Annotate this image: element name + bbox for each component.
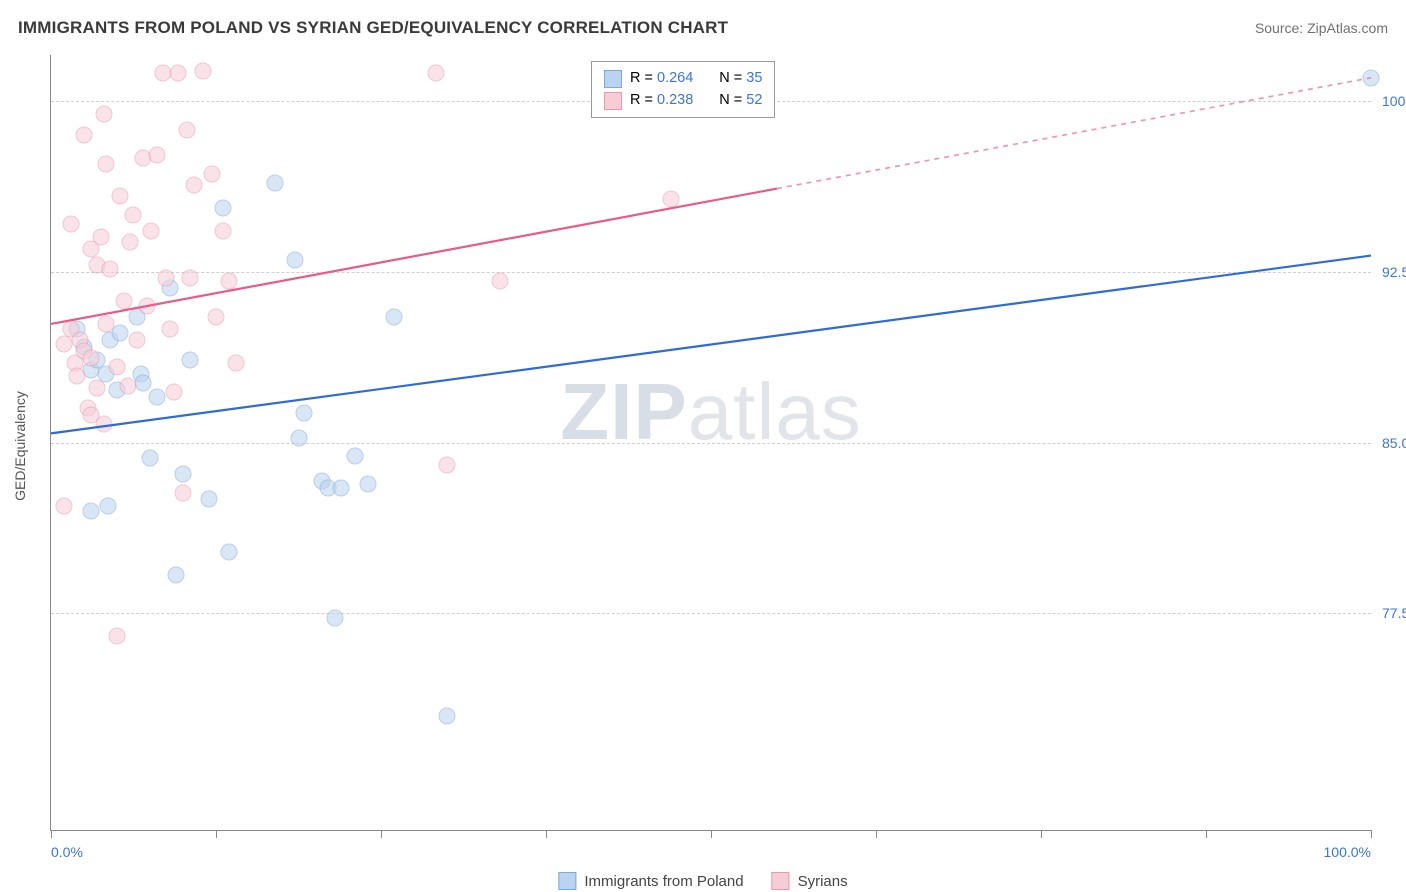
legend-r-label: R = 0.264: [630, 68, 693, 90]
x-tick-label: 100.0%: [1324, 844, 1371, 860]
y-tick-label: 85.0%: [1374, 435, 1406, 451]
correlation-legend: R = 0.264 N = 35 R = 0.238 N = 52: [591, 61, 775, 118]
legend-series-label: Syrians: [798, 873, 848, 890]
legend-r-label: R = 0.238: [630, 90, 693, 112]
chart-plot-area: ZIPatlas R = 0.264N = 35R = 0.238N = 52 …: [50, 55, 1371, 831]
y-tick-label: 100.0%: [1374, 93, 1406, 109]
legend-series-label: Immigrants from Poland: [584, 873, 743, 890]
series-legend: Immigrants from Poland Syrians: [558, 872, 847, 890]
x-tick: [876, 830, 877, 838]
legend-n-label: N = 52: [719, 90, 762, 112]
legend-swatch-icon: [558, 872, 576, 890]
x-tick: [711, 830, 712, 838]
legend-row: R = 0.238 N = 52: [604, 90, 762, 112]
chart-source: Source: ZipAtlas.com: [1255, 20, 1388, 36]
legend-row: R = 0.264 N = 35: [604, 68, 762, 90]
y-tick-label: 77.5%: [1374, 605, 1406, 621]
legend-swatch-icon: [772, 872, 790, 890]
legend-swatch-icon: [604, 92, 622, 110]
y-tick-label: 92.5%: [1374, 264, 1406, 280]
legend-swatch-icon: [604, 70, 622, 88]
chart-title: IMMIGRANTS FROM POLAND VS SYRIAN GED/EQU…: [18, 18, 728, 38]
x-tick: [216, 830, 217, 838]
trend-lines: [51, 55, 1371, 830]
x-tick: [1206, 830, 1207, 838]
x-tick: [51, 830, 52, 838]
x-tick-label: 0.0%: [51, 844, 83, 860]
legend-n-label: N = 35: [719, 68, 762, 90]
x-tick: [381, 830, 382, 838]
x-tick: [1041, 830, 1042, 838]
y-axis-label: GED/Equivalency: [12, 391, 28, 501]
x-tick: [1371, 830, 1372, 838]
legend-item: Syrians: [772, 872, 848, 890]
x-tick: [546, 830, 547, 838]
legend-item: Immigrants from Poland: [558, 872, 743, 890]
